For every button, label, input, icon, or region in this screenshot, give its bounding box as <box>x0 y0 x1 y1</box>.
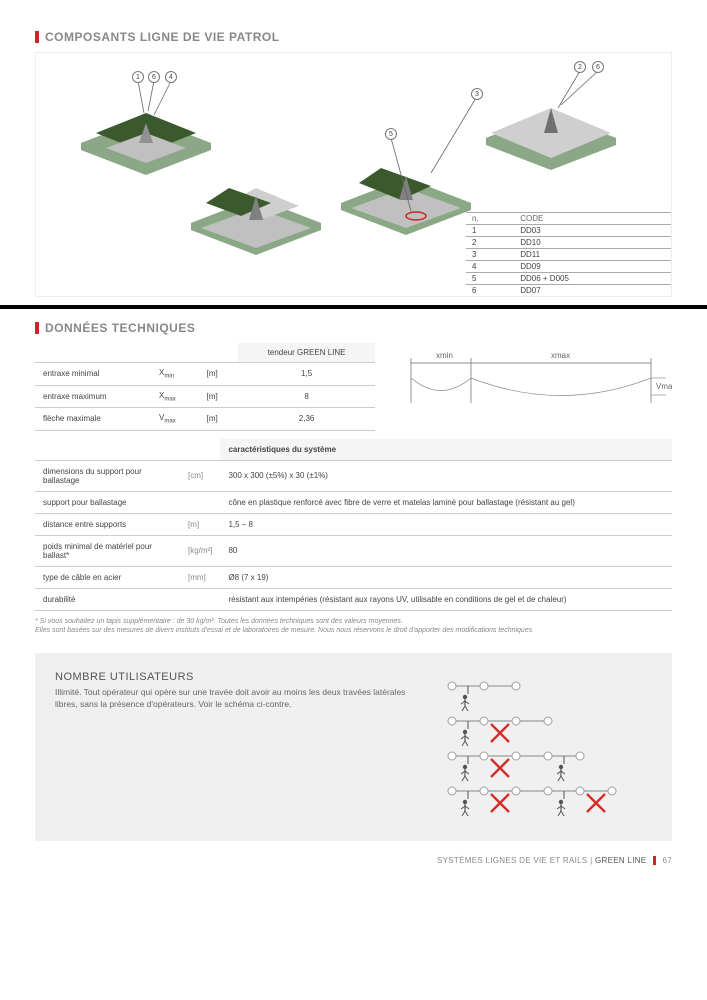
callout-6b: 6 <box>592 61 604 73</box>
sys-value: Ø8 (7 x 19) <box>220 566 672 588</box>
tile-4 <box>476 63 626 183</box>
sys-unit <box>180 491 220 513</box>
accent-bar-icon <box>35 322 39 334</box>
footnote: * Si vous souhaitez un tapis supplémenta… <box>35 617 672 635</box>
users-box: NOMBRE UTILISATEURS Illimité. Tout opéra… <box>35 653 672 841</box>
code-header-code: CODE <box>514 213 671 225</box>
svg-text:xmin: xmin <box>436 351 453 360</box>
title-text: COMPOSANTS LIGNE DE VIE PATROL <box>45 30 280 44</box>
system-header: caractéristiques du système <box>220 439 672 461</box>
callout-6a: 6 <box>148 71 160 83</box>
tech-symbol: Vmax <box>151 408 199 431</box>
sys-unit: [m] <box>180 513 220 535</box>
sys-value: 1,5 – 8 <box>220 513 672 535</box>
tech-unit: [m] <box>199 363 239 386</box>
footer-left: SYSTÈMES LIGNES DE VIE ET RAILS <box>437 856 588 865</box>
code-val: DD09 <box>514 261 671 273</box>
sys-value: cône en plastique renforcé avec fibre de… <box>220 491 672 513</box>
footer-brand: GREEN LINE <box>595 856 646 865</box>
code-val: DD06 + D005 <box>514 273 671 285</box>
sys-label: distance entre supports <box>35 513 180 535</box>
callout-5: 5 <box>385 128 397 140</box>
page-footer: SYSTÈMES LIGNES DE VIE ET RAILS | GREEN … <box>35 856 672 865</box>
tech-label: entraxe maximum <box>35 385 151 408</box>
sys-unit: [mm] <box>180 566 220 588</box>
tech-label: flèche maximale <box>35 408 151 431</box>
users-body: Illimité. Tout opérateur qui opère sur u… <box>55 687 422 711</box>
accent-bar-icon <box>35 31 39 43</box>
system-table: caractéristiques du système dimensions d… <box>35 439 672 611</box>
sys-label: durabilité <box>35 588 180 610</box>
sys-unit: [kg/m²] <box>180 535 220 566</box>
callout-4: 4 <box>165 71 177 83</box>
divider-bar <box>0 305 707 309</box>
sys-value: résistant aux intempéries (résistant aux… <box>220 588 672 610</box>
callout-1: 1 <box>132 71 144 83</box>
tech-label: entraxe minimal <box>35 363 151 386</box>
code-val: DD03 <box>514 225 671 237</box>
users-diagram <box>442 671 652 823</box>
accent-bar-icon <box>653 856 656 865</box>
tech-value: 2,36 <box>238 408 375 431</box>
section-title-donnees: DONNÉES TECHNIQUES <box>35 321 672 335</box>
sys-label: poids minimal de matériel pour ballast* <box>35 535 180 566</box>
footer-page: 67 <box>663 856 673 865</box>
code-header-n: n. <box>466 213 514 225</box>
code-table: n.CODE 1DD032DD103DD114DD095DD06 + D0056… <box>466 212 671 296</box>
tech-value: 1,5 <box>238 363 375 386</box>
sys-value: 80 <box>220 535 672 566</box>
code-n: 5 <box>466 273 514 285</box>
sys-value: 300 x 300 (±5%) x 30 (±1%) <box>220 460 672 491</box>
tech-symbol: Xmax <box>151 385 199 408</box>
sys-label: dimensions du support pour ballastage <box>35 460 180 491</box>
sys-unit <box>180 588 220 610</box>
svg-text:xmax: xmax <box>551 351 570 360</box>
title-text: DONNÉES TECHNIQUES <box>45 321 195 335</box>
callout-2: 2 <box>574 61 586 73</box>
sys-unit: [cm] <box>180 460 220 491</box>
sys-label: support pour ballastage <box>35 491 180 513</box>
code-n: 4 <box>466 261 514 273</box>
sys-label: type de câble en acier <box>35 566 180 588</box>
hero-illustration: 1 6 4 5 3 2 6 n.CODE 1DD032DD103DD114DD0… <box>35 52 672 297</box>
code-n: 2 <box>466 237 514 249</box>
tech-unit: [m] <box>199 385 239 408</box>
code-val: DD10 <box>514 237 671 249</box>
callout-3: 3 <box>471 88 483 100</box>
tech-header: tendeur GREEN LINE <box>238 343 375 363</box>
svg-text:Vmax: Vmax <box>656 382 672 391</box>
section-title-composants: COMPOSANTS LIGNE DE VIE PATROL <box>35 30 672 44</box>
code-val: DD11 <box>514 249 671 261</box>
code-n: 3 <box>466 249 514 261</box>
users-title: NOMBRE UTILISATEURS <box>55 671 422 683</box>
tile-3 <box>331 128 481 248</box>
code-val: DD07 <box>514 285 671 297</box>
tile-2 <box>181 148 331 268</box>
code-n: 6 <box>466 285 514 297</box>
tech-symbol: Xmin <box>151 363 199 386</box>
code-n: 1 <box>466 225 514 237</box>
tech-table: tendeur GREEN LINE entraxe minimal Xmin … <box>35 343 375 431</box>
span-schematic: xmin xmax Vmax <box>390 343 672 418</box>
tech-value: 8 <box>238 385 375 408</box>
tech-unit: [m] <box>199 408 239 431</box>
